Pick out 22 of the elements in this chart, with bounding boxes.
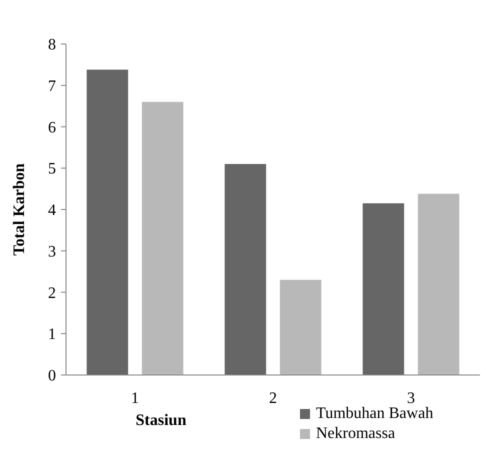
x-tick-label: 2 [269,390,277,407]
legend-label: Tumbuhan Bawah [316,405,434,422]
y-tick-label: 2 [48,284,56,302]
x-axis-title: Stasiun [136,412,186,429]
bar [362,203,404,375]
bar [280,280,322,375]
y-tick-label: 5 [48,160,56,178]
y-tick-label: 0 [48,368,56,385]
y-tick-label: 6 [48,119,56,136]
bar [86,70,128,375]
y-tick-label: 7 [48,78,56,95]
x-tick-label: 3 [407,390,415,407]
y-tick-label: 1 [48,326,56,344]
bar [418,194,460,375]
bar [142,102,184,375]
y-axis-title: Total Karbon [11,163,28,256]
bar [224,164,266,375]
y-tick-label: 3 [48,243,56,260]
y-tick-label: 8 [48,36,56,54]
y-tick-label: 4 [48,202,56,220]
legend-label: Nekromassa [316,425,396,442]
x-tick-label: 1 [131,390,139,407]
